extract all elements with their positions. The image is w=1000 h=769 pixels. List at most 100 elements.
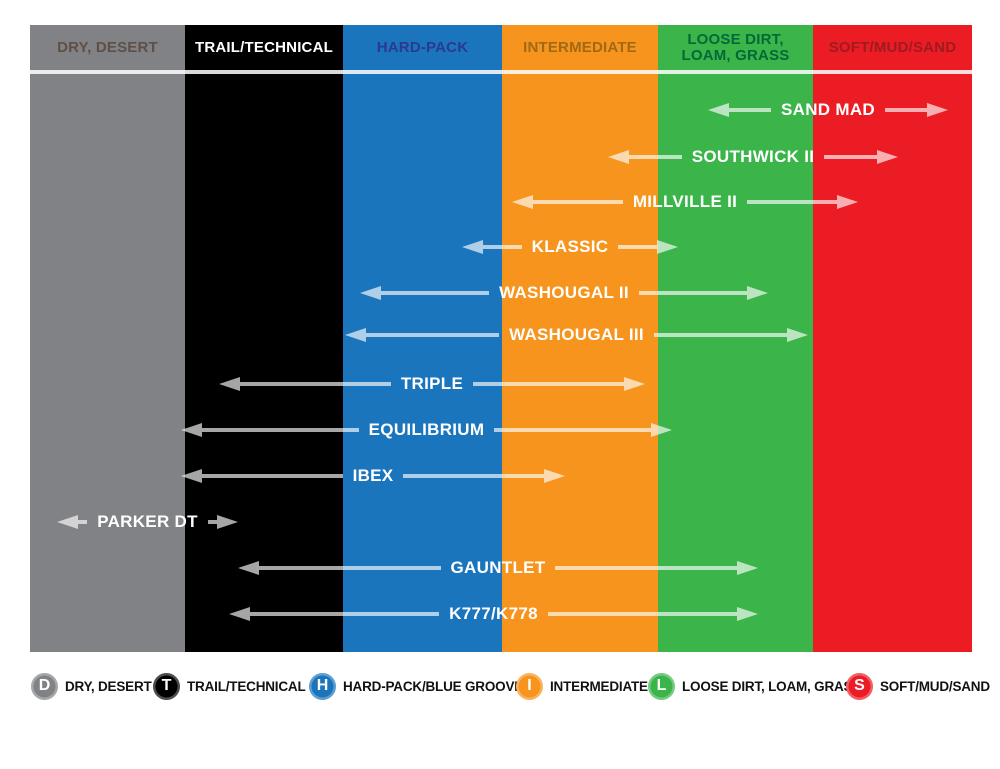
legend-label: TRAIL/TECHNICAL [187, 678, 306, 694]
arrow-line [78, 520, 88, 524]
arrow-right-icon [837, 195, 858, 209]
arrow-left-icon [512, 195, 533, 209]
legend-label: DRY, DESERT [65, 678, 152, 694]
arrow-left-icon [181, 469, 202, 483]
legend-letter-badge: H [309, 672, 336, 700]
tire-label: PARKER DT [97, 512, 198, 531]
tire-label: EQUILIBRIUM [368, 420, 485, 439]
header-separator-line [30, 70, 972, 74]
arrow-line [629, 155, 682, 159]
column-soft-mud-sand: SOFT/MUD/SAND [813, 25, 972, 652]
arrow-left-icon [462, 240, 483, 254]
arrow-line [473, 382, 624, 386]
arrow-line [638, 291, 748, 295]
column-hard-pack: HARD-PACK [343, 25, 502, 652]
arrow-right-icon [217, 515, 239, 529]
legend-label: HARD-PACK/BLUE GROOVE [343, 678, 524, 694]
legend-label: LOOSE DIRT, LOAM, GRASS [682, 678, 862, 694]
tire-label: K777/K778 [449, 604, 538, 623]
arrow-line [494, 428, 651, 432]
tire-row-k777-k778: K777/K778 [229, 603, 758, 625]
column-header-dry-desert: DRY, DESERT [57, 38, 158, 56]
arrow-right-icon [657, 240, 678, 254]
column-intermediate: INTERMEDIATE [502, 25, 658, 652]
arrow-right-icon [651, 423, 672, 437]
tire-label: IBEX [352, 466, 394, 485]
tire-label: SOUTHWICK II [691, 147, 815, 166]
arrow-line [747, 200, 837, 204]
tire-row-triple: TRIPLE [219, 373, 645, 395]
column-header-loose-dirt: LOOSE DIRT, LOAM, GRASS [681, 30, 790, 64]
arrow-line [885, 108, 928, 112]
arrow-left-icon [181, 423, 202, 437]
arrow-line [653, 333, 787, 337]
arrow-line [729, 108, 771, 112]
column-trail-technical: TRAIL/TECHNICAL [185, 25, 343, 652]
arrow-line [533, 200, 623, 204]
arrow-right-icon [877, 150, 898, 164]
arrow-line [250, 612, 440, 616]
tire-label: WASHOUGAL III [509, 325, 644, 344]
arrow-left-icon [238, 561, 259, 575]
arrow-left-icon [219, 377, 240, 391]
legend-item-soft-mud-sand: S SOFT/MUD/SAND [846, 672, 990, 700]
tire-row-gauntlet: GAUNTLET [238, 557, 759, 579]
column-header-trail-technical: TRAIL/TECHNICAL [195, 38, 333, 56]
legend-item-trail-technical: T TRAIL/TECHNICAL [153, 672, 306, 700]
arrow-left-icon [360, 286, 381, 300]
tire-row-ibex: IBEX [181, 465, 566, 487]
arrow-left-icon [608, 150, 629, 164]
arrow-line [366, 333, 500, 337]
legend-letter-badge: S [846, 672, 873, 700]
tire-row-klassic: KLASSIC [462, 236, 678, 258]
arrow-right-icon [624, 377, 645, 391]
legend-letter-badge: T [153, 672, 180, 700]
column-header-soft-mud-sand: SOFT/MUD/SAND [828, 38, 957, 56]
tire-row-washougal-iii: WASHOUGAL III [345, 324, 808, 346]
tire-row-millville-ii: MILLVILLE II [512, 191, 858, 213]
arrow-right-icon [737, 561, 759, 575]
tire-label: MILLVILLE II [632, 192, 738, 211]
tire-row-sand-mad: SAND MAD [708, 99, 949, 121]
arrow-left-icon [345, 328, 366, 342]
legend-label: INTERMEDIATE [550, 678, 648, 694]
legend-item-dry-desert: D DRY, DESERT [31, 672, 152, 700]
arrow-line [202, 428, 359, 432]
tire-label: GAUNTLET [450, 558, 546, 577]
tire-row-parker-dt: PARKER DT [57, 511, 239, 533]
arrow-left-icon [708, 103, 729, 117]
arrow-line [259, 566, 441, 570]
tire-row-washougal-ii: WASHOUGAL II [360, 282, 769, 304]
legend-item-loose-dirt: L LOOSE DIRT, LOAM, GRASS [648, 672, 861, 700]
arrow-right-icon [544, 469, 566, 483]
tire-row-equilibrium: EQUILIBRIUM [181, 419, 672, 441]
arrow-line [824, 155, 877, 159]
tire-label: SAND MAD [781, 100, 876, 119]
column-header-hard-pack: HARD-PACK [376, 38, 469, 56]
arrow-right-icon [787, 328, 808, 342]
arrow-right-icon [927, 103, 949, 117]
arrow-line [483, 245, 522, 249]
arrow-line [618, 245, 657, 249]
column-header-intermediate: INTERMEDIATE [523, 38, 637, 56]
arrow-line [240, 382, 391, 386]
arrow-line [207, 520, 218, 524]
arrow-line [381, 291, 490, 295]
tire-label: WASHOUGAL II [499, 283, 629, 302]
arrow-line [202, 474, 343, 478]
arrow-left-icon [229, 607, 250, 621]
arrow-right-icon [747, 286, 769, 300]
arrow-right-icon [737, 607, 758, 621]
arrow-line [547, 612, 737, 616]
legend-label: SOFT/MUD/SAND [880, 678, 990, 694]
legend-item-intermediate: I INTERMEDIATE [516, 672, 648, 700]
tire-label: TRIPLE [400, 374, 464, 393]
legend-item-hard-pack: H HARD-PACK/BLUE GROOVE [309, 672, 523, 700]
arrow-left-icon [57, 515, 78, 529]
arrow-line [555, 566, 738, 570]
column-dry-desert: DRY, DESERT [30, 25, 185, 652]
legend-letter-badge: I [516, 672, 543, 700]
legend-letter-badge: D [31, 672, 58, 700]
legend-letter-badge: L [648, 672, 675, 700]
